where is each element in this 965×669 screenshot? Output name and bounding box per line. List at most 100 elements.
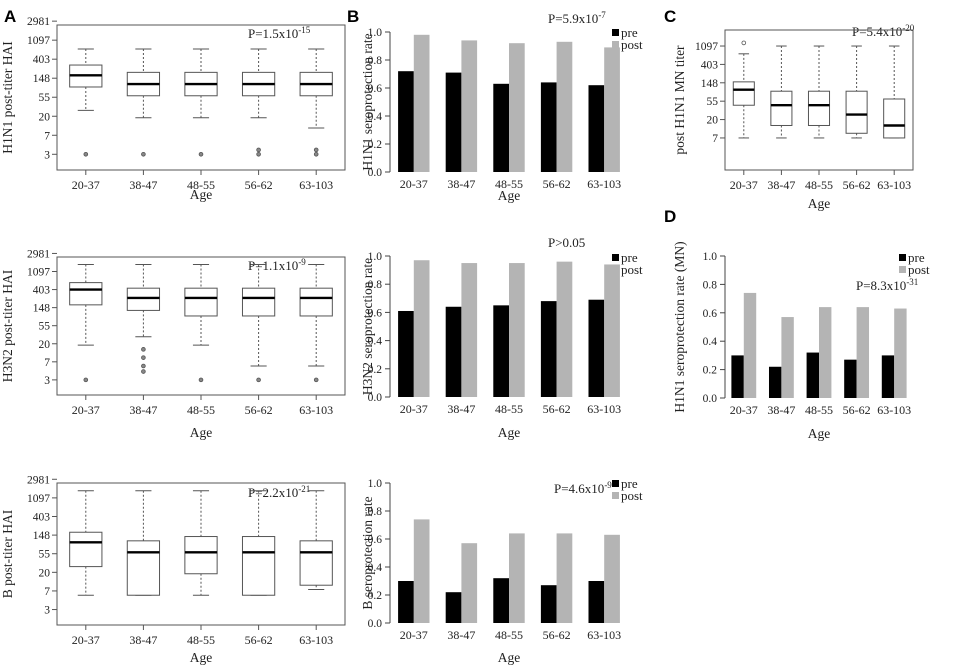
y-tick-label: 0.6 xyxy=(368,534,383,546)
y-tick-label: 148 xyxy=(33,530,51,542)
box-63-103: 63-103 xyxy=(299,264,333,417)
x-tick-label: 56-62 xyxy=(245,633,273,647)
box-20-37: 20-37 xyxy=(730,40,758,192)
y-tick-label: 403 xyxy=(33,54,51,66)
bar-post xyxy=(509,43,525,173)
chart-a2: H3N2 post-titer HAI Age P=1.1x10-9 3 7 20 55 14… xyxy=(0,248,346,440)
bar-post xyxy=(509,263,525,397)
x-tick-label: 38-47 xyxy=(447,402,475,416)
x-tick-label: 56-62 xyxy=(245,403,273,417)
bar-pre xyxy=(881,355,895,398)
y-tick-label: 2981 xyxy=(27,16,50,28)
bar-post xyxy=(461,543,478,623)
x-tick-label: 63-103 xyxy=(877,403,911,417)
bar-pre xyxy=(806,352,819,398)
y-tick-label: 403 xyxy=(701,59,719,71)
y-tick-label: 0.8 xyxy=(368,506,383,518)
bar-group-48-55: 48-55 xyxy=(493,533,525,642)
y-tick-label: 148 xyxy=(33,303,51,315)
x-tick-label: 20-37 xyxy=(400,177,428,191)
y-tick-label: 0.4 xyxy=(703,336,718,348)
y-tick-label: 0.2 xyxy=(703,365,718,377)
y-tick-label: 403 xyxy=(33,285,51,297)
box-iqr xyxy=(807,90,831,126)
box-iqr xyxy=(69,282,103,306)
x-tick-label: 48-55 xyxy=(187,403,215,417)
p-value-exponent: -7 xyxy=(598,10,606,20)
y-tick-label: 1.0 xyxy=(368,251,383,263)
legend-label-pre: pre xyxy=(621,250,638,265)
outlier-point xyxy=(313,147,319,153)
x-tick-label: 63-103 xyxy=(299,403,333,417)
box-iqr xyxy=(184,287,218,317)
y-axis-label: post H1N1 MN titer xyxy=(672,45,687,155)
panel-letter-d: D xyxy=(664,207,676,226)
outlier-point xyxy=(198,151,204,157)
bar-pre xyxy=(493,578,509,623)
y-tick-label: 7 xyxy=(44,130,50,142)
y-tick-label: 7 xyxy=(44,586,50,598)
outlier-point xyxy=(198,377,204,383)
y-tick-label: 0.4 xyxy=(368,562,383,574)
y-tick-label: 2981 xyxy=(27,474,50,486)
bar-group-63-103: 63-103 xyxy=(587,264,621,416)
outlier-point xyxy=(141,355,146,360)
outlier-point xyxy=(141,363,146,369)
p-value-exponent: -31 xyxy=(906,277,918,287)
x-tick-label: 63-103 xyxy=(587,628,621,642)
x-tick-label: 56-62 xyxy=(245,178,273,192)
y-tick-label: 0.0 xyxy=(368,167,383,179)
x-tick-label: 38-47 xyxy=(447,177,475,191)
box-iqr xyxy=(299,540,333,586)
outlier-point xyxy=(141,347,146,352)
bar-pre xyxy=(398,581,414,623)
y-tick-label: 3 xyxy=(44,605,50,617)
box-20-37: 20-37 xyxy=(69,48,103,192)
x-axis-label: Age xyxy=(498,650,521,665)
bar-post xyxy=(413,519,430,623)
y-tick-label: 0.2 xyxy=(368,590,383,602)
box-iqr xyxy=(126,287,161,311)
box-iqr xyxy=(241,287,276,317)
p-value-exponent: -9 xyxy=(298,257,306,267)
outlier-point xyxy=(141,369,146,374)
box-38-47: 38-47 xyxy=(126,48,161,192)
y-tick-label: 0.4 xyxy=(368,111,383,123)
outlier-point xyxy=(741,40,747,46)
chart-b2: H3N2 seroprotection rate Age P>0.05 0.0 0.2 0… xyxy=(360,235,643,440)
x-tick-label: 56-62 xyxy=(543,177,571,191)
bar-group-56-62: 56-62 xyxy=(540,261,573,416)
bar-pre xyxy=(445,72,462,172)
x-tick-label: 38-47 xyxy=(767,178,795,192)
p-value-label: P=1.5x10-15 xyxy=(248,25,311,41)
y-tick-label: 0.4 xyxy=(368,336,383,348)
bar-group-48-55: 48-55 xyxy=(493,43,525,191)
p-value-label: P=8.3x10-31 xyxy=(856,277,918,293)
y-tick-label: 20 xyxy=(39,567,51,579)
x-tick-label: 20-37 xyxy=(72,403,100,417)
bar-post xyxy=(413,34,430,172)
x-tick-label: 20-37 xyxy=(400,402,428,416)
p-value-label: P>0.05 xyxy=(548,235,585,250)
bar-group-20-37: 20-37 xyxy=(398,34,430,191)
bar-pre xyxy=(398,310,414,397)
x-tick-label: 56-62 xyxy=(543,628,571,642)
y-tick-label: 1097 xyxy=(27,35,50,47)
y-tick-label: 403 xyxy=(33,511,51,523)
bar-group-48-55: 48-55 xyxy=(493,263,525,416)
bar-post xyxy=(894,308,907,398)
legend-label-pre: pre xyxy=(621,476,638,491)
bar-post xyxy=(509,533,525,623)
x-axis-label: Age xyxy=(498,188,521,203)
box-iqr xyxy=(845,90,868,134)
y-tick-label: 0.2 xyxy=(368,364,383,376)
bar-group-38-47: 38-47 xyxy=(445,543,478,642)
box-20-37: 20-37 xyxy=(69,264,103,417)
bar-pre xyxy=(731,355,744,398)
y-axis-label: H1N1 seroprotection rate (MN) xyxy=(672,241,687,412)
box-iqr xyxy=(241,536,276,596)
